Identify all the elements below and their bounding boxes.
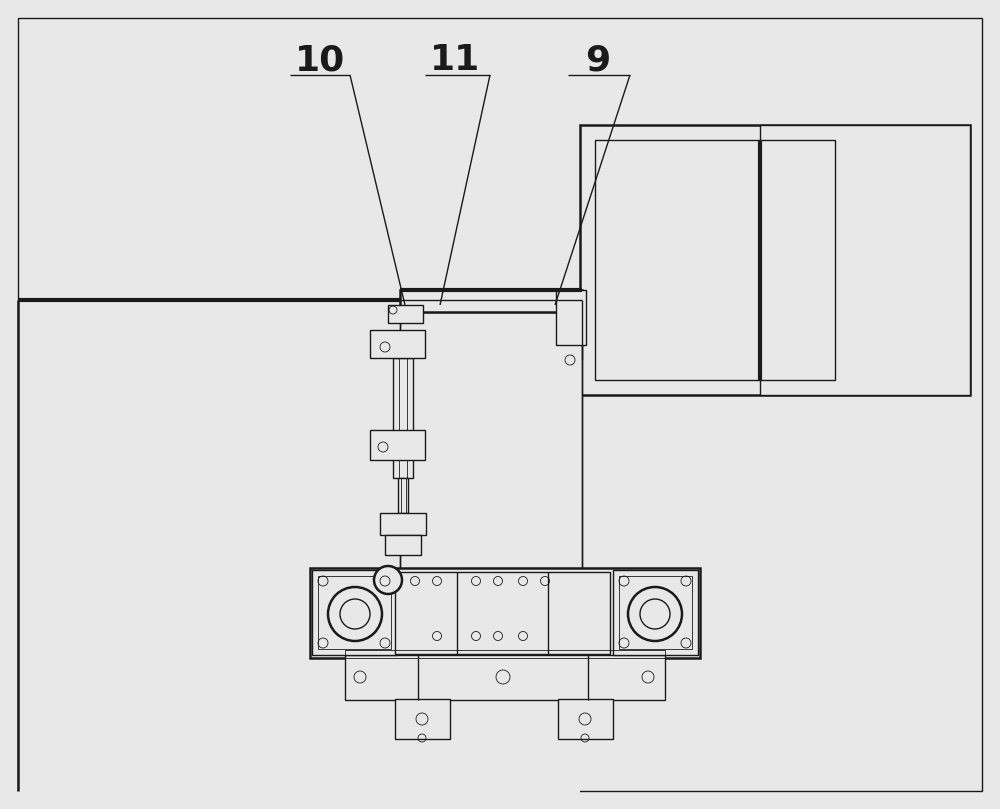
Bar (395, 699, 450, 739)
Bar (400, 290, 582, 312)
Bar (556, 290, 586, 345)
Circle shape (328, 587, 382, 641)
Bar (345, 655, 665, 700)
Bar (395, 572, 610, 654)
Bar (619, 576, 692, 649)
Text: 9: 9 (585, 43, 611, 77)
Bar (613, 570, 698, 655)
Bar (370, 330, 425, 358)
Bar (318, 576, 391, 649)
Bar (385, 535, 421, 555)
Bar (398, 478, 408, 513)
Bar (380, 513, 426, 535)
Bar (345, 650, 665, 658)
Circle shape (628, 587, 682, 641)
Bar (312, 570, 397, 655)
Circle shape (374, 566, 402, 594)
Bar (370, 430, 425, 460)
Text: 10: 10 (295, 43, 345, 77)
Bar (760, 125, 970, 395)
Bar (595, 140, 835, 380)
Bar (388, 305, 423, 323)
Bar (393, 358, 413, 478)
Bar (558, 699, 613, 739)
Bar (580, 125, 970, 395)
Bar (18, 300, 580, 809)
Bar (400, 312, 582, 572)
Text: 11: 11 (430, 43, 480, 77)
Bar (310, 568, 700, 658)
